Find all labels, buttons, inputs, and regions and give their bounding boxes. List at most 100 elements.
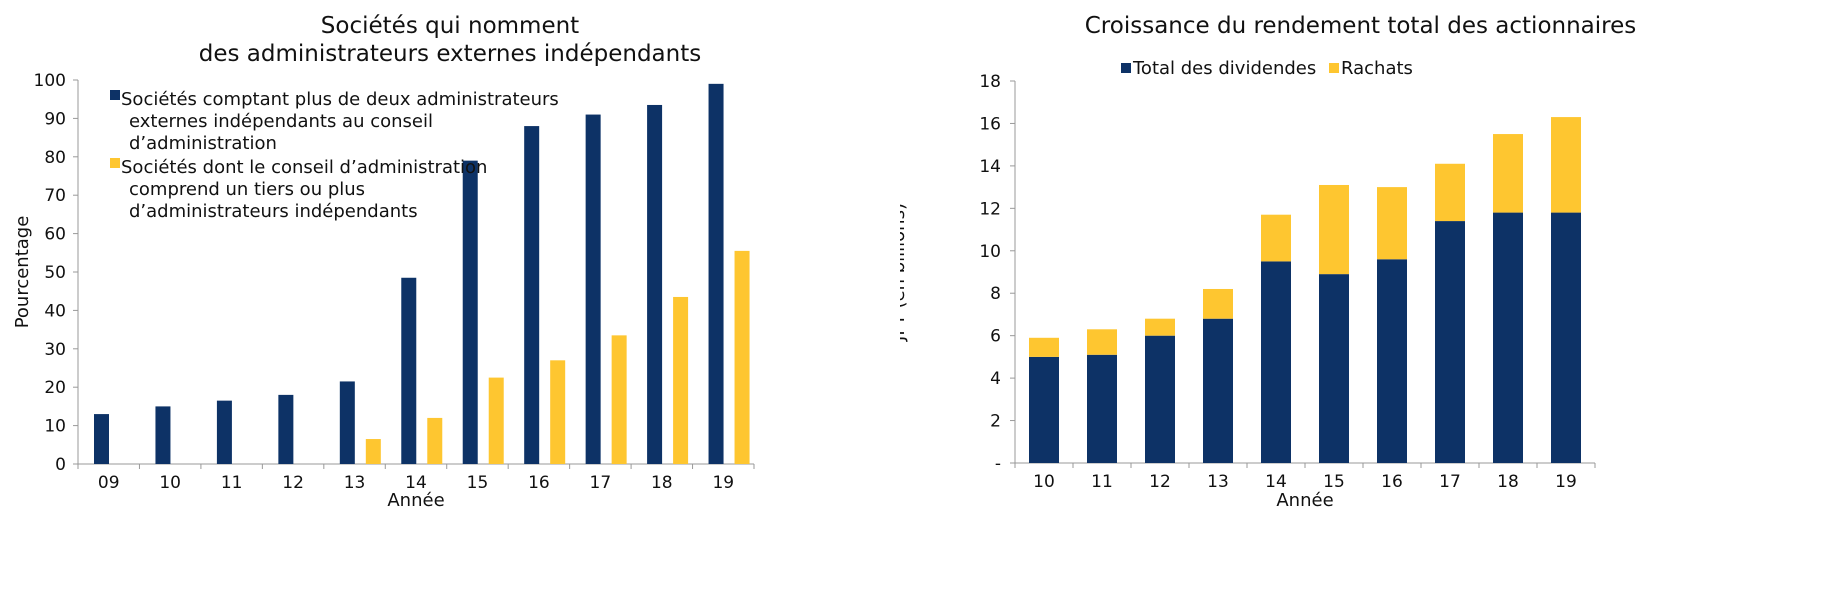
left-x-tick-label: 15 bbox=[467, 473, 489, 493]
right-x-tick-label: 11 bbox=[1091, 472, 1113, 492]
right-y-axis-title: JPY (en billions) bbox=[900, 203, 909, 342]
bar-external-directors bbox=[339, 381, 355, 464]
bar-buybacks bbox=[1145, 318, 1175, 336]
bar-dividends bbox=[1087, 354, 1117, 463]
left-title-line-1: Sociétés qui nomment bbox=[320, 13, 580, 39]
right-legend-swatch bbox=[1329, 63, 1339, 73]
right-x-tick-label: 10 bbox=[1033, 472, 1055, 492]
left-chart-panel: Sociétés qui nomment des administrateurs… bbox=[0, 0, 900, 592]
left-y-tick-label: 40 bbox=[44, 301, 66, 321]
right-y-tick-label: 12 bbox=[979, 199, 1001, 219]
bar-buybacks bbox=[1261, 214, 1291, 262]
left-legend-label: d’administration bbox=[129, 133, 277, 154]
right-legend-swatch bbox=[1121, 63, 1131, 73]
right-x-tick-label: 17 bbox=[1439, 472, 1461, 492]
bar-external-directors bbox=[278, 394, 294, 464]
bar-buybacks bbox=[1319, 184, 1349, 275]
right-y-tick-label: - bbox=[995, 454, 1001, 474]
bar-buybacks bbox=[1029, 337, 1059, 357]
right-legend-label: Total des dividendes bbox=[1132, 58, 1316, 79]
right-chart-panel: Croissance du rendement total des action… bbox=[900, 0, 1821, 592]
bar-external-directors bbox=[401, 277, 417, 464]
bar-external-directors bbox=[94, 414, 109, 464]
bar-external-directors bbox=[647, 104, 663, 465]
left-y-tick-label: 70 bbox=[44, 186, 66, 206]
right-y-tick-label: 4 bbox=[990, 369, 1001, 389]
bar-dividends bbox=[1029, 356, 1059, 463]
bar-buybacks bbox=[1203, 288, 1233, 319]
left-x-tick-label: 12 bbox=[282, 473, 304, 493]
left-x-tick-label: 18 bbox=[651, 473, 673, 493]
right-x-tick-label: 18 bbox=[1497, 472, 1519, 492]
left-y-axis-title: Pourcentage bbox=[12, 216, 33, 329]
left-x-tick-label: 19 bbox=[712, 473, 734, 493]
left-x-tick-label: 16 bbox=[528, 473, 550, 493]
bar-external-directors bbox=[216, 400, 232, 464]
left-legend-label: comprend un tiers ou plus bbox=[129, 179, 365, 200]
left-y-tick-label: 60 bbox=[44, 225, 66, 245]
right-y-tick-label: 16 bbox=[979, 114, 1001, 134]
left-x-axis-title: Année bbox=[387, 490, 444, 511]
right-title-line-1: Croissance du rendement total des action… bbox=[1084, 13, 1637, 39]
left-legend-label: Sociétés comptant plus de deux administr… bbox=[121, 89, 559, 110]
right-x-axis-title: Année bbox=[1276, 490, 1333, 511]
right-x-tick-label: 13 bbox=[1207, 472, 1229, 492]
left-x-tick-label: 11 bbox=[221, 473, 243, 493]
right-chart-svg: - 2 4 6 8 10 12 14 16 18 10 11 12 13 14 15 16 17 18 19 Année… bbox=[900, 58, 1596, 511]
left-chart-title: Sociétés qui nomment des administrateurs… bbox=[0, 12, 900, 68]
left-x-tick-label: 10 bbox=[159, 473, 181, 493]
bar-dividends bbox=[1435, 221, 1465, 463]
left-chart-svg: 0 10 20 30 40 50 60 70 80 90 100 09 10 11 12 13 14 15 16 17… bbox=[12, 71, 755, 511]
bar-external-directors bbox=[155, 406, 171, 464]
bar-one-third-independent bbox=[673, 296, 689, 464]
right-legend-label: Rachats bbox=[1341, 58, 1413, 79]
left-x-tick-label: 09 bbox=[98, 473, 120, 493]
left-legend-label: d’administrateurs indépendants bbox=[129, 201, 418, 222]
bar-dividends bbox=[1145, 335, 1175, 463]
left-y-tick-label: 50 bbox=[44, 263, 66, 283]
bar-buybacks bbox=[1551, 117, 1581, 213]
bar-dividends bbox=[1319, 274, 1349, 463]
bar-external-directors bbox=[462, 160, 478, 464]
right-chart-title: Croissance du rendement total des action… bbox=[900, 12, 1821, 40]
right-y-tick-label: 2 bbox=[990, 412, 1001, 432]
left-y-tick-label: 100 bbox=[34, 71, 66, 91]
left-legend-swatch bbox=[110, 158, 120, 168]
bar-one-third-independent bbox=[427, 417, 443, 464]
bar-dividends bbox=[1261, 261, 1291, 463]
bar-dividends bbox=[1377, 259, 1407, 463]
bar-external-directors bbox=[585, 114, 601, 464]
bar-buybacks bbox=[1435, 163, 1465, 222]
left-legend-label: externes indépendants au conseil bbox=[129, 111, 433, 132]
bar-dividends bbox=[1203, 318, 1233, 463]
bar-one-third-independent bbox=[365, 439, 381, 464]
left-y-tick-label: 20 bbox=[44, 378, 66, 398]
right-y-tick-label: 14 bbox=[979, 157, 1001, 177]
bar-external-directors bbox=[708, 83, 724, 464]
right-x-tick-label: 19 bbox=[1555, 472, 1577, 492]
left-x-tick-label: 17 bbox=[590, 473, 612, 493]
left-y-tick-label: 0 bbox=[55, 455, 66, 475]
left-legend-swatch bbox=[110, 90, 120, 100]
right-y-tick-label: 6 bbox=[990, 327, 1001, 347]
bar-dividends bbox=[1551, 212, 1581, 463]
left-x-tick-label: 13 bbox=[344, 473, 366, 493]
left-x-tick-label: 14 bbox=[405, 473, 427, 493]
bar-dividends bbox=[1493, 212, 1523, 463]
left-y-tick-label: 80 bbox=[44, 148, 66, 168]
right-x-tick-label: 12 bbox=[1149, 472, 1171, 492]
bar-one-third-independent bbox=[488, 377, 504, 464]
bar-buybacks bbox=[1087, 329, 1117, 355]
bar-buybacks bbox=[1377, 187, 1407, 260]
left-legend-label: Sociétés dont le conseil d’administratio… bbox=[121, 157, 487, 178]
left-y-tick-label: 30 bbox=[44, 340, 66, 360]
bar-buybacks bbox=[1493, 134, 1523, 213]
bar-one-third-independent bbox=[550, 360, 566, 464]
bar-external-directors bbox=[524, 126, 540, 464]
right-x-tick-label: 16 bbox=[1381, 472, 1403, 492]
right-y-tick-label: 8 bbox=[990, 284, 1001, 304]
right-x-tick-label: 14 bbox=[1265, 472, 1287, 492]
right-y-tick-label: 10 bbox=[979, 242, 1001, 262]
left-y-tick-label: 10 bbox=[44, 417, 66, 437]
left-title-line-2: des administrateurs externes indépendant… bbox=[198, 41, 702, 67]
